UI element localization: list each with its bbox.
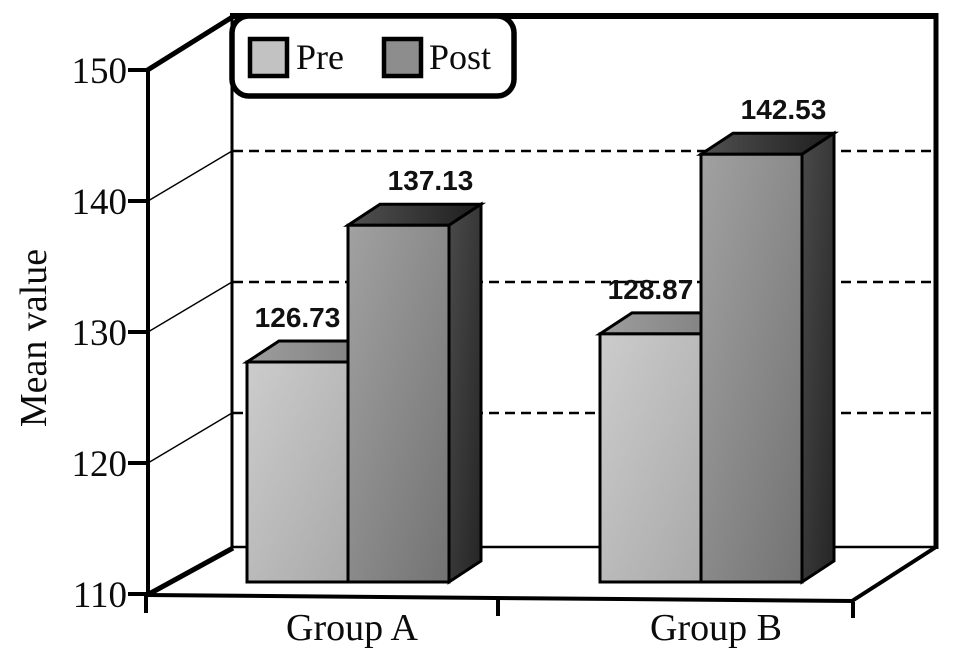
value-label-post-group-b: 142.53	[741, 94, 827, 125]
y-tick-label-150: 150	[72, 51, 128, 92]
bar-post-group-b	[699, 152, 804, 584]
bars	[241, 130, 840, 585]
value-label-pre-group-b: 128.87	[608, 274, 694, 305]
x-category-label-group-a: Group A	[286, 607, 419, 649]
gridline-connector-130	[147, 281, 233, 333]
y-tick-label-130: 130	[72, 313, 128, 354]
wall-top-depth-edge	[144, 13, 236, 74]
y-axis-title: Mean value	[13, 249, 55, 427]
x-category-label-group-b: Group B	[650, 607, 782, 649]
legend-swatch-pre	[247, 36, 290, 79]
legend-swatch-post	[381, 36, 424, 79]
bar-group-group-b	[594, 130, 840, 585]
bar-pre-group-b	[598, 332, 703, 584]
floor-left-depth-edge	[147, 545, 235, 597]
value-label-post-group-a: 137.13	[388, 165, 474, 196]
bar-pre-group-a	[245, 360, 350, 584]
x-axis-ticks	[144, 596, 855, 618]
value-labels: 126.73 137.13 128.87 142.53	[255, 94, 827, 333]
bar-post-group-a-side-face	[447, 201, 483, 585]
axis-labels: 110 120 130 140 150 Group A Group B Mean…	[13, 51, 782, 649]
legend: Pre Post	[229, 13, 517, 99]
legend-label-pre: Pre	[296, 37, 344, 77]
gridline-connector-140	[147, 150, 233, 202]
axes-frame	[128, 68, 938, 618]
y-axis-ticks	[128, 68, 149, 596]
bar-group-group-a	[241, 201, 487, 585]
bar-post-group-a	[346, 223, 451, 584]
y-tick-label-110: 110	[73, 575, 127, 616]
y-tick-label-120: 120	[72, 444, 128, 485]
floor-right-depth-edge	[850, 545, 938, 603]
x-axis-line	[145, 593, 855, 603]
y-tick-label-140: 140	[72, 182, 128, 223]
gridline-connector-120	[147, 412, 233, 464]
value-label-pre-group-a: 126.73	[255, 302, 341, 333]
legend-box	[229, 13, 517, 99]
legend-label-post: Post	[429, 37, 491, 77]
bar-post-group-b-side-face	[800, 130, 836, 585]
